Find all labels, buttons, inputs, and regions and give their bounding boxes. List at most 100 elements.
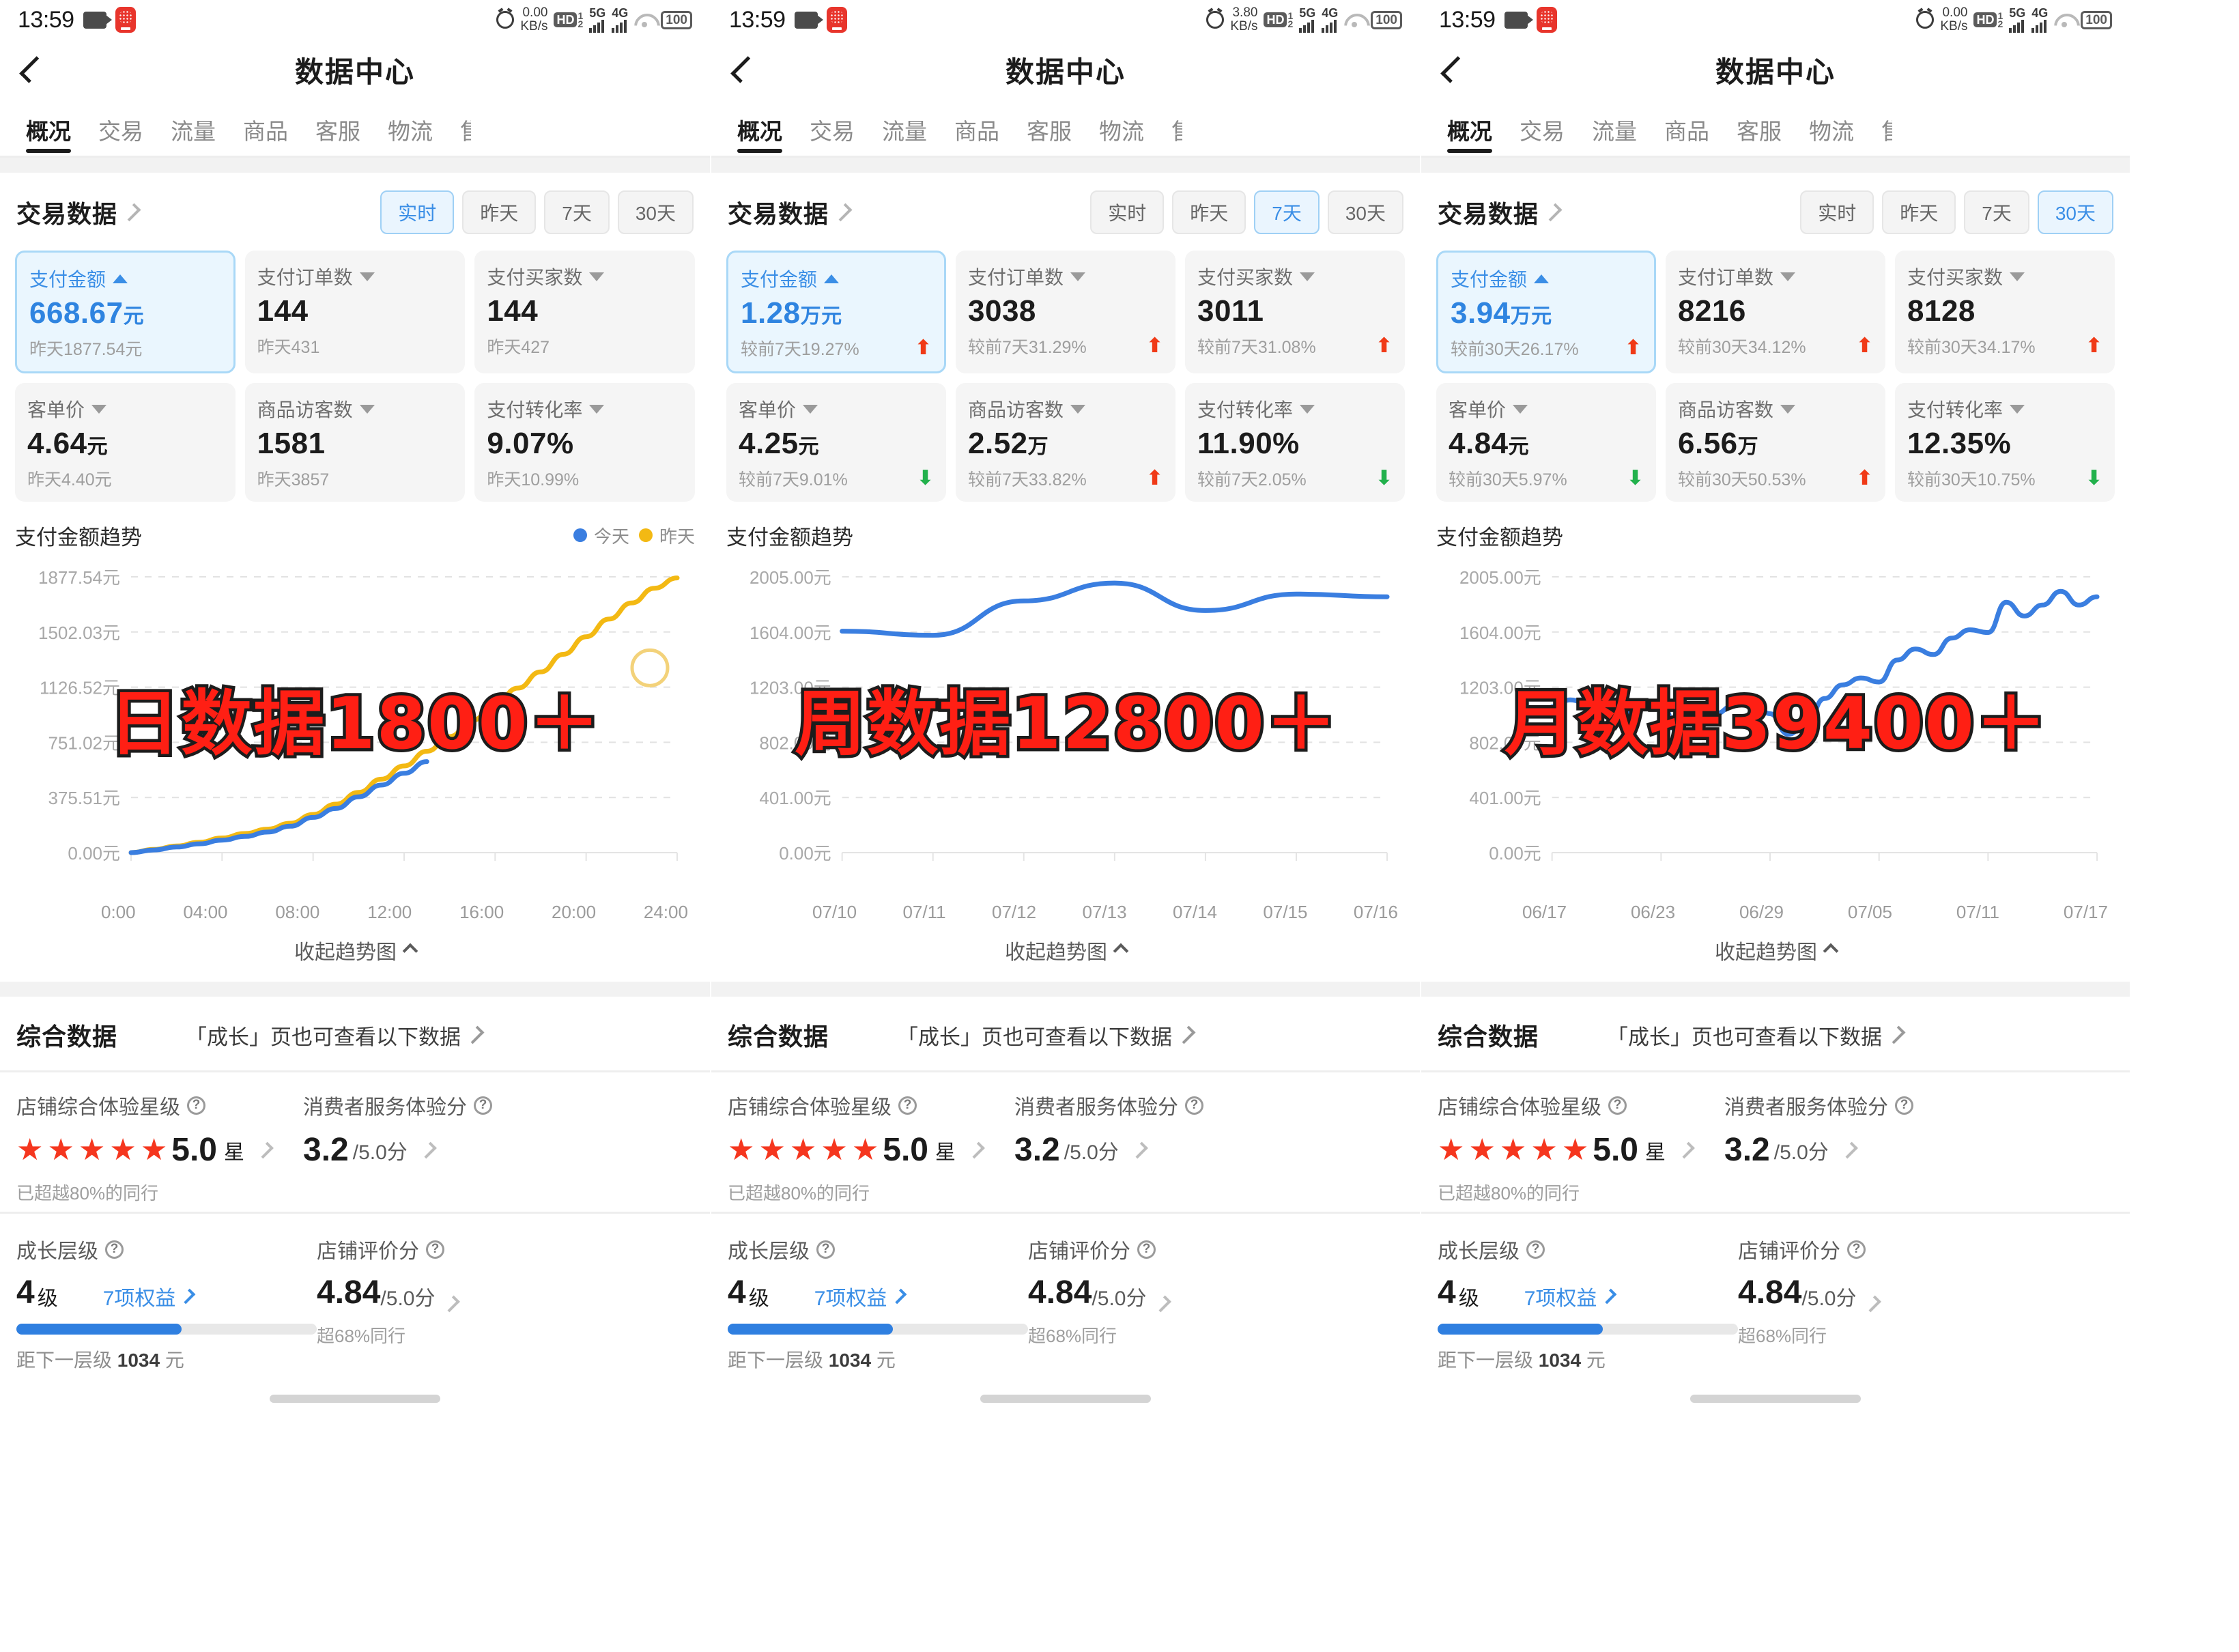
- metric-card[interactable]: 支付金额 3.94万元 较前30天26.17% ⬆: [1436, 251, 1656, 373]
- tab-客服[interactable]: 客服: [1027, 119, 1072, 144]
- range-button-7天[interactable]: 7天: [1254, 190, 1320, 234]
- collapse-chart-button[interactable]: 收起趋势图: [726, 923, 1405, 982]
- metric-card[interactable]: 客单价 4.25元 较前7天9.01% ⬇: [726, 383, 946, 502]
- metric-card[interactable]: 商品访客数 6.56万 较前30天50.53% ⬆: [1666, 383, 1885, 502]
- chevron-right-icon[interactable]: [1543, 203, 1563, 222]
- range-button-7天[interactable]: 7天: [544, 190, 610, 234]
- help-icon[interactable]: ?: [1895, 1096, 1913, 1115]
- range-button-昨天[interactable]: 昨天: [1882, 190, 1956, 234]
- metric-card[interactable]: 支付买家数 3011 较前7天31.08% ⬆: [1185, 251, 1405, 373]
- metric-card[interactable]: 支付金额 668.67元 昨天1877.54元: [15, 251, 236, 373]
- signal-5g-icon: 5G: [1299, 7, 1315, 33]
- tab-客服[interactable]: 客服: [1737, 119, 1782, 144]
- tab-概况[interactable]: 概况: [12, 113, 85, 156]
- range-button-30天[interactable]: 30天: [617, 190, 694, 234]
- store-star-value-row[interactable]: ★ ★ ★ ★ ★ 5.0 星: [16, 1131, 303, 1169]
- service-score-label: 消费者服务体验分?: [1724, 1090, 2113, 1120]
- tab-物流[interactable]: 物流: [1809, 119, 1854, 144]
- tier-benefits-link[interactable]: 7项权益: [103, 1281, 196, 1311]
- metric-card[interactable]: 支付买家数 8128 较前30天34.17% ⬆: [1895, 251, 2115, 373]
- help-icon[interactable]: ?: [187, 1096, 205, 1115]
- help-icon[interactable]: ?: [1847, 1240, 1866, 1259]
- service-score-value-row[interactable]: 3.2/5.0分: [303, 1131, 694, 1169]
- tab-商品[interactable]: 商品: [243, 119, 288, 144]
- svg-text:802.00元: 802.00元: [1469, 732, 1541, 753]
- rating-value-row[interactable]: 4.84/5.0分: [1738, 1274, 2113, 1313]
- help-icon[interactable]: ?: [1185, 1096, 1203, 1115]
- rating-value-row[interactable]: 4.84/5.0分: [317, 1274, 694, 1313]
- tab-交易[interactable]: 交易: [98, 119, 143, 144]
- metric-card[interactable]: 支付转化率 11.90% 较前7天2.05% ⬇: [1185, 383, 1405, 502]
- metric-value: 8128: [1907, 294, 1976, 328]
- help-icon[interactable]: ?: [105, 1240, 124, 1259]
- metric-card[interactable]: 商品访客数 1581 昨天3857: [244, 383, 466, 502]
- tab-物流[interactable]: 物流: [388, 119, 433, 144]
- chevron-right-icon[interactable]: [122, 203, 141, 222]
- metric-card[interactable]: 客单价 4.84元 较前30天5.97% ⬇: [1436, 383, 1656, 502]
- store-star-value-row[interactable]: ★ ★ ★ ★ ★ 5.0 星: [1438, 1131, 1724, 1169]
- tab-商品[interactable]: 商品: [954, 119, 999, 144]
- app-logo-icon: [115, 7, 136, 33]
- tab-商品[interactable]: 商品: [1664, 119, 1709, 144]
- tab-流量[interactable]: 流量: [1592, 119, 1637, 144]
- metric-card[interactable]: 支付订单数 3038 较前7天31.29% ⬆: [956, 251, 1175, 373]
- help-icon[interactable]: ?: [426, 1240, 444, 1259]
- tab-交易[interactable]: 交易: [810, 119, 855, 144]
- tab-概况[interactable]: 概况: [1434, 113, 1506, 156]
- store-star-label-text: 店铺综合体验星级: [728, 1096, 892, 1119]
- metric-card[interactable]: 支付转化率 9.07% 昨天10.99%: [474, 383, 695, 502]
- help-icon[interactable]: ?: [1608, 1096, 1627, 1115]
- chevron-right-icon[interactable]: [833, 203, 853, 222]
- svg-text:1877.54元: 1877.54元: [38, 567, 120, 588]
- rating-value-row[interactable]: 4.84/5.0分: [1028, 1274, 1403, 1313]
- tab-售[interactable]: 售: [1868, 113, 1892, 156]
- help-icon[interactable]: ?: [1137, 1240, 1156, 1259]
- tier-benefits-link[interactable]: 7项权益: [1524, 1281, 1617, 1311]
- store-star-block: 店铺综合体验星级? ★ ★ ★ ★ ★ 5.0 星已超越80%的同行: [728, 1090, 1014, 1205]
- tab-概况[interactable]: 概况: [724, 113, 796, 156]
- tab-客服[interactable]: 客服: [315, 119, 360, 144]
- help-icon[interactable]: ?: [898, 1096, 917, 1115]
- range-button-昨天[interactable]: 昨天: [1172, 190, 1246, 234]
- metric-card[interactable]: 商品访客数 2.52万 较前7天33.82% ⬆: [956, 383, 1175, 502]
- collapse-chart-button[interactable]: 收起趋势图: [15, 923, 695, 982]
- range-button-实时[interactable]: 实时: [380, 190, 455, 234]
- arrow-up-icon: ⬆: [914, 337, 932, 359]
- tier-benefits-link[interactable]: 7项权益: [814, 1281, 907, 1311]
- metric-card[interactable]: 客单价 4.64元 昨天4.40元: [15, 383, 236, 502]
- tab-流量[interactable]: 流量: [171, 119, 216, 144]
- alarm-icon: [496, 11, 515, 29]
- tab-售[interactable]: 售: [1158, 113, 1182, 156]
- store-star-value-row[interactable]: ★ ★ ★ ★ ★ 5.0 星: [728, 1131, 1014, 1169]
- help-icon[interactable]: ?: [816, 1240, 835, 1259]
- metric-card[interactable]: 支付订单数 144 昨天431: [244, 251, 466, 373]
- help-icon[interactable]: ?: [1526, 1240, 1545, 1259]
- range-button-30天[interactable]: 30天: [2037, 190, 2113, 234]
- range-button-实时[interactable]: 实时: [1090, 190, 1165, 234]
- metric-card[interactable]: 支付买家数 144 昨天427: [474, 251, 695, 373]
- tab-流量[interactable]: 流量: [882, 119, 927, 144]
- range-button-30天[interactable]: 30天: [1327, 190, 1403, 234]
- composite-title: 综合数据: [728, 1023, 829, 1051]
- service-score-value-row[interactable]: 3.2/5.0分: [1724, 1131, 2113, 1169]
- tab-售[interactable]: 售: [446, 113, 471, 156]
- range-button-实时[interactable]: 实时: [1800, 190, 1874, 234]
- collapse-chart-button[interactable]: 收起趋势图: [1436, 923, 2115, 982]
- triangle-down-icon: [1780, 272, 1796, 281]
- tier-note: 距下一层级 1034 元: [16, 1350, 184, 1371]
- metric-card[interactable]: 支付金额 1.28万元 较前7天19.27% ⬆: [726, 251, 946, 373]
- tab-交易[interactable]: 交易: [1520, 119, 1565, 144]
- composite-link[interactable]: 「成长」页也可查看以下数据: [897, 1020, 1196, 1051]
- help-icon[interactable]: ?: [474, 1096, 492, 1115]
- metric-card[interactable]: 支付订单数 8216 较前30天34.12% ⬆: [1666, 251, 1885, 373]
- range-button-7天[interactable]: 7天: [1964, 190, 2029, 234]
- triangle-down-icon: [803, 404, 818, 414]
- composite-link[interactable]: 「成长」页也可查看以下数据: [1607, 1020, 1906, 1051]
- arrow-down-icon: ⬇: [2085, 467, 2102, 489]
- service-score-value-row[interactable]: 3.2/5.0分: [1014, 1131, 1403, 1169]
- range-button-昨天[interactable]: 昨天: [462, 190, 537, 234]
- tab-物流[interactable]: 物流: [1099, 119, 1144, 144]
- composite-link[interactable]: 「成长」页也可查看以下数据: [186, 1020, 485, 1051]
- section-header: 交易数据 实时 昨天 7天 30天: [711, 173, 1420, 248]
- metric-card[interactable]: 支付转化率 12.35% 较前30天10.75% ⬇: [1895, 383, 2115, 502]
